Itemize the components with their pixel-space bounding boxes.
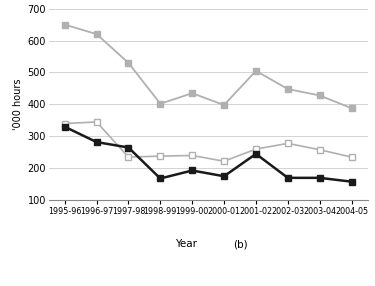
Text: (b): (b) (232, 239, 248, 249)
Y-axis label: '000 hours: '000 hours (13, 79, 23, 130)
Text: Year: Year (175, 239, 197, 249)
